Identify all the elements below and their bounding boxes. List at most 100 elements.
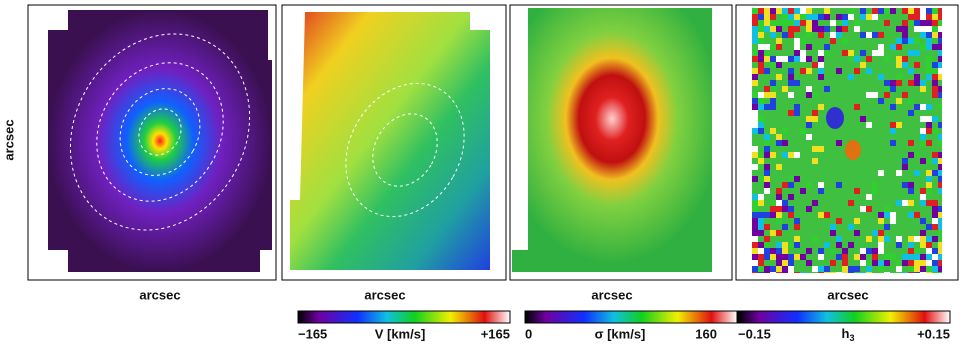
- pixel: [770, 44, 776, 50]
- pixel: [884, 260, 890, 266]
- pixel: [770, 212, 776, 218]
- pixel: [770, 20, 776, 26]
- pixel: [926, 158, 932, 164]
- pixel: [938, 188, 942, 194]
- pixel: [920, 188, 926, 194]
- pixel: [914, 236, 920, 242]
- pixel: [806, 86, 812, 92]
- pixel: [776, 260, 782, 266]
- pixel: [842, 20, 848, 26]
- pixel: [896, 44, 902, 50]
- pixel: [884, 56, 890, 62]
- pixel: [908, 38, 914, 44]
- pixel: [938, 104, 942, 110]
- pixel: [818, 62, 824, 68]
- pixel: [836, 140, 842, 146]
- pixel: [878, 248, 884, 254]
- pixel: [764, 92, 770, 98]
- pixel: [794, 104, 800, 110]
- pixel: [806, 8, 812, 14]
- pixel: [872, 50, 878, 56]
- pixel: [782, 254, 788, 260]
- pixel: [806, 182, 812, 188]
- pixel: [806, 68, 812, 74]
- pixel: [914, 248, 920, 254]
- pixel: [758, 194, 764, 200]
- pixel: [818, 68, 824, 74]
- pixel: [758, 224, 764, 230]
- pixel: [932, 206, 938, 212]
- pixel: [938, 248, 942, 254]
- pixel: [788, 14, 794, 20]
- colorbar-min: −0.15: [738, 326, 771, 341]
- pixel: [764, 236, 770, 242]
- pixel: [920, 86, 926, 92]
- pixel: [818, 50, 824, 56]
- pixel: [758, 230, 764, 236]
- pixel: [770, 92, 776, 98]
- pixel: [806, 32, 812, 38]
- pixel: [794, 56, 800, 62]
- pixel: [758, 8, 764, 14]
- pixel: [908, 182, 914, 188]
- pixel: [782, 86, 788, 92]
- pixel: [752, 272, 758, 273]
- pixel: [764, 182, 770, 188]
- pixel: [752, 26, 758, 32]
- pixel: [890, 218, 896, 224]
- pixel: [932, 68, 938, 74]
- pixel: [878, 50, 884, 56]
- pixel: [920, 80, 926, 86]
- pixel: [866, 266, 872, 272]
- pixel: [812, 236, 818, 242]
- pixel: [788, 272, 794, 273]
- pixel: [764, 254, 770, 260]
- pixel: [920, 254, 926, 260]
- pixel: [782, 152, 788, 158]
- pixel: [926, 200, 932, 206]
- pixel: [788, 32, 794, 38]
- pixel: [938, 218, 942, 224]
- pixel: [884, 236, 890, 242]
- pixel: [926, 272, 932, 273]
- pixel: [878, 32, 884, 38]
- pixel: [776, 212, 782, 218]
- pixel: [920, 128, 926, 134]
- pixel: [932, 248, 938, 254]
- pixel: [908, 188, 914, 194]
- pixel: [764, 146, 770, 152]
- pixel: [764, 224, 770, 230]
- pixel: [764, 104, 770, 110]
- dispersion-map: [512, 8, 712, 272]
- pixel: [770, 14, 776, 20]
- pixel: [770, 272, 776, 273]
- pixel: [806, 20, 812, 26]
- panel-frame: [281, 4, 507, 281]
- pixel: [788, 26, 794, 32]
- pixel: [926, 104, 932, 110]
- pixel: [884, 224, 890, 230]
- pixel: [890, 212, 896, 218]
- pixel: [908, 14, 914, 20]
- pixel: [866, 32, 872, 38]
- pixel: [752, 8, 758, 14]
- pixel: [788, 80, 794, 86]
- x-label: arcsec: [364, 287, 405, 302]
- pixel: [878, 242, 884, 248]
- pixel: [776, 164, 782, 170]
- pixel: [776, 20, 782, 26]
- pixel: [800, 272, 806, 273]
- pixel: [854, 218, 860, 224]
- pixel: [782, 20, 788, 26]
- pixel: [836, 26, 842, 32]
- pixel: [872, 8, 878, 14]
- pixel: [938, 50, 942, 56]
- pixel: [866, 92, 872, 98]
- pixel: [770, 248, 776, 254]
- pixel: [908, 242, 914, 248]
- pixel: [758, 32, 764, 38]
- pixel: [854, 230, 860, 236]
- pixel: [842, 38, 848, 44]
- pixel: [752, 68, 758, 74]
- pixel: [806, 134, 812, 140]
